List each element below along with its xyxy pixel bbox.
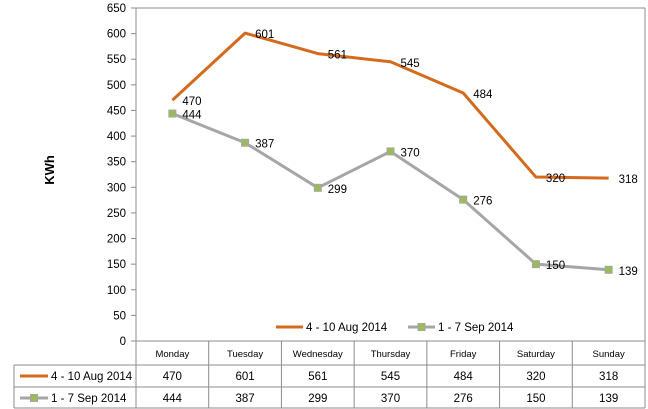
table-series-name: 4 - 10 Aug 2014 [51,371,133,383]
data-label: 545 [401,58,420,70]
table-cell: 139 [599,393,618,405]
y-tick-label: 350 [107,157,126,169]
series-line [171,112,609,272]
y-tick-label: 650 [107,3,126,15]
data-label: 139 [619,266,638,278]
data-label: 150 [546,260,565,272]
data-label: 276 [473,196,492,208]
data-point [241,138,250,147]
legend-label: 1 - 7 Sep 2014 [438,322,514,334]
data-point [604,265,613,274]
y-tick-label: 300 [107,182,126,194]
table-series-name: 1 - 7 Sep 2014 [51,393,127,405]
x-tick-label: Wednesday [293,349,343,360]
data-label: 318 [619,174,638,186]
table-cell: 318 [599,371,618,383]
data-point [313,183,322,192]
x-tick-label: Tuesday [227,349,263,360]
y-tick-label: 450 [107,105,126,117]
y-tick-label: 600 [107,29,126,41]
y-tick-label: 200 [107,234,126,246]
x-tick-label: Friday [450,349,477,360]
data-label: 299 [328,184,347,196]
x-tick-label: Saturday [517,349,555,360]
x-tick-label: Monday [155,349,189,360]
data-point [459,195,468,204]
table-cell: 545 [381,371,400,383]
y-tick-label: 250 [107,208,126,220]
legend-label: 4 - 10 Aug 2014 [306,322,388,334]
table-cell: 150 [526,393,545,405]
table-cell: 370 [381,393,400,405]
table-cell: 484 [454,371,474,383]
table-legend-marker [30,394,38,402]
data-label: 370 [401,147,420,159]
y-tick-label: 500 [107,80,126,92]
data-point [168,109,177,118]
y-tick-label: 550 [107,54,126,66]
data-label: 444 [182,110,202,122]
legend-marker [417,323,426,331]
table-cell: 601 [235,371,254,383]
table-cell: 470 [163,371,182,383]
data-point [531,260,540,269]
data-point [386,147,395,156]
table-cell: 276 [454,393,473,405]
y-tick-label: 400 [107,131,126,143]
y-tick-label: 50 [113,310,126,322]
table-cell: 444 [163,393,183,405]
data-label: 601 [255,29,274,41]
data-label: 320 [546,173,565,185]
table-cell: 561 [308,371,327,383]
data-label: 561 [328,50,347,62]
data-label: 387 [255,139,274,151]
data-label: 470 [182,96,201,108]
table-cell: 320 [526,371,545,383]
x-tick-label: Thursday [371,349,411,360]
table-cell: 387 [235,393,254,405]
y-tick-label: 100 [107,285,126,297]
series-line [171,31,609,180]
table-cell: 299 [308,393,327,405]
y-axis-label: KWh [42,155,57,185]
x-tick-label: Sunday [593,349,625,360]
data-label: 484 [473,89,493,101]
y-tick-label: 150 [107,259,126,271]
y-tick-label: 0 [120,336,126,348]
